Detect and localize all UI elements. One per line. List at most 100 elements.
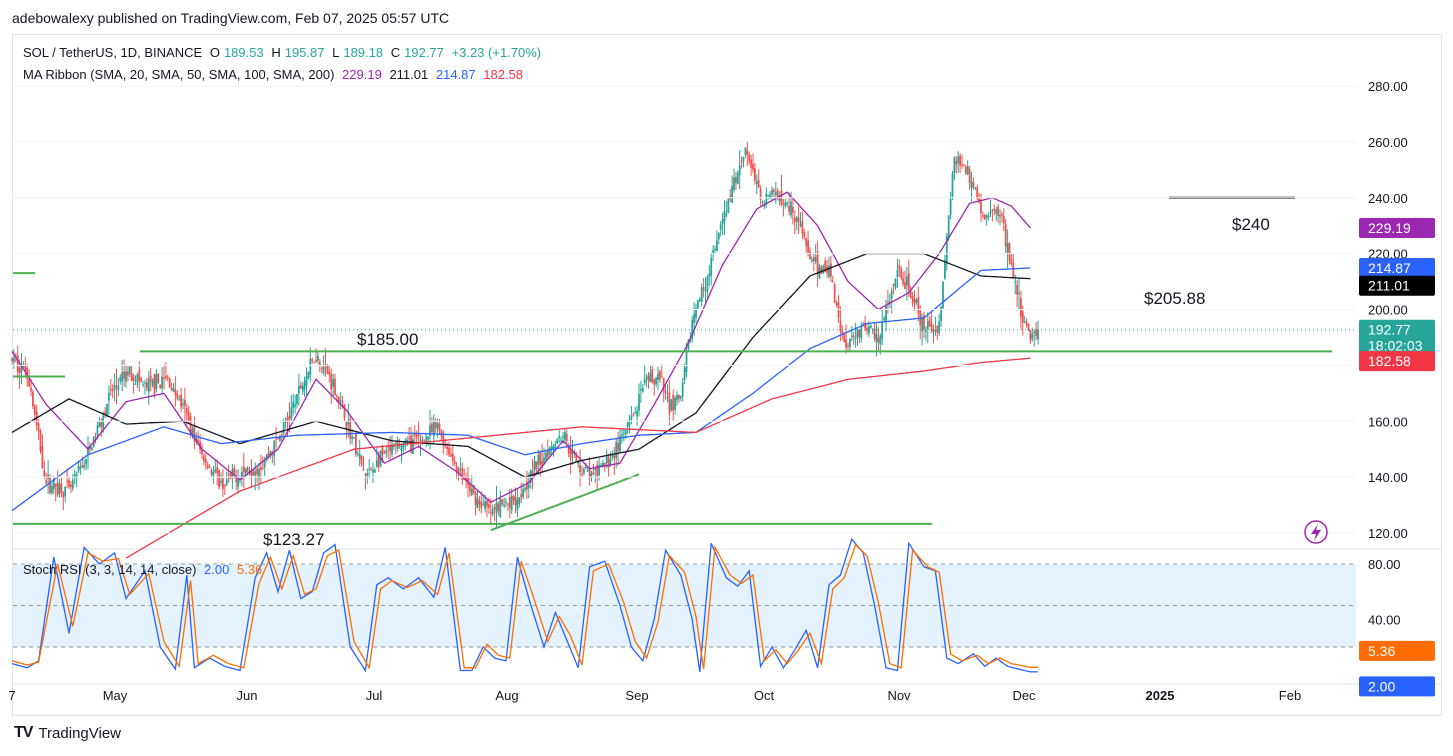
candle-body — [32, 391, 34, 407]
candle-body — [972, 182, 975, 188]
badge-sma200-text: 182.58 — [1368, 353, 1411, 369]
stoch-title[interactable]: Stoch RSI (3, 3, 14, 14, close) — [23, 562, 197, 577]
candle-body — [408, 438, 410, 440]
candle-body — [1006, 243, 1009, 253]
candle-body — [809, 251, 811, 260]
candle-body — [425, 436, 428, 443]
candle-body — [679, 396, 682, 399]
candle-body — [339, 400, 342, 402]
open-label: O — [209, 45, 220, 60]
candle-body — [237, 478, 239, 488]
candle-body — [560, 439, 562, 441]
candle-body — [113, 385, 116, 390]
candle-body — [655, 377, 657, 385]
candle-body — [246, 467, 249, 473]
candle-body — [588, 467, 591, 479]
candle-body — [429, 425, 431, 437]
candle-body — [332, 379, 334, 387]
candle-body — [985, 215, 988, 219]
candle-body — [360, 455, 363, 465]
candle-body — [993, 208, 996, 211]
close-label: C — [390, 45, 401, 60]
candle-body — [600, 464, 602, 467]
candle-body — [797, 217, 800, 223]
candle-body — [421, 439, 424, 443]
candle-body — [963, 165, 965, 167]
candle-body — [1012, 262, 1015, 278]
candle-body — [54, 483, 57, 487]
level-240-label: $240 — [1232, 215, 1270, 234]
candle-body — [856, 329, 859, 338]
candle-body — [49, 477, 51, 494]
candle-body — [227, 474, 230, 476]
time-tick-label: 7 — [8, 688, 15, 703]
candle-body — [888, 301, 891, 303]
candle-body — [136, 374, 139, 383]
candle-body — [229, 474, 232, 480]
candle-body — [869, 325, 872, 328]
candle-body — [890, 290, 893, 299]
candle-body — [191, 429, 194, 435]
candle-body — [955, 161, 958, 165]
candle-body — [280, 434, 283, 436]
candle-body — [685, 351, 688, 373]
badge-sma100-text: 214.87 — [1368, 260, 1411, 276]
candle-body — [651, 369, 654, 383]
candle-body — [461, 468, 464, 480]
candle-body — [351, 436, 353, 439]
candle-body — [284, 422, 287, 424]
candle-body — [736, 172, 739, 184]
tradingview-mark-icon: TV — [14, 724, 33, 741]
price-tick-label: 260.00 — [1368, 135, 1408, 150]
candle-body — [277, 437, 279, 439]
candle-body — [738, 165, 741, 175]
candle-body — [71, 479, 74, 489]
tradingview-logo[interactable]: TV TradingView — [14, 724, 121, 742]
candle-body — [571, 451, 574, 455]
candle-body — [647, 375, 650, 382]
candle-body — [459, 468, 462, 470]
candle-body — [550, 446, 553, 449]
candle-body — [847, 345, 849, 347]
candle-body — [434, 421, 437, 429]
candle-body — [999, 215, 1001, 217]
candle-body — [104, 411, 106, 415]
candle-body — [541, 460, 543, 465]
candle-body — [153, 374, 156, 394]
level-185-label: $185.00 — [357, 330, 418, 349]
stoch-d-value: 5.36 — [236, 562, 263, 577]
candle-body — [558, 436, 561, 439]
stoch-tick-label: 80.00 — [1368, 557, 1401, 572]
candle-body — [839, 320, 842, 332]
candle-body — [419, 440, 422, 442]
candle-body — [298, 386, 300, 394]
symbol-name[interactable]: SOL / TetherUS, 1D, BINANCE — [23, 45, 203, 60]
candle-body — [381, 446, 384, 455]
candle-body — [235, 475, 238, 483]
candle-body — [805, 238, 808, 247]
candle-body — [755, 181, 758, 184]
candle-body — [163, 377, 165, 379]
candle-body — [442, 432, 445, 445]
ma-title[interactable]: MA Ribbon (SMA, 20, SMA, 50, SMA, 100, S… — [23, 67, 335, 82]
candle-body — [672, 394, 675, 411]
candle-body — [887, 302, 889, 304]
candle-body — [875, 334, 878, 343]
candle-body — [628, 420, 631, 426]
candle-body — [81, 465, 84, 468]
badge-sma100-bg — [1359, 257, 1435, 278]
candle-body — [708, 273, 711, 277]
candle-body — [831, 280, 834, 282]
chart-frame — [12, 34, 1442, 716]
candle-body — [799, 223, 802, 226]
candle-body — [499, 498, 502, 518]
candle-body — [320, 367, 323, 369]
lightning-icon[interactable] — [1304, 520, 1328, 544]
candle-body — [258, 468, 260, 479]
candle-body — [328, 371, 331, 375]
candle-body — [537, 454, 540, 465]
candle-body — [864, 322, 866, 329]
badge-stoch-k-bg — [1359, 676, 1435, 697]
candle-body — [168, 378, 171, 388]
